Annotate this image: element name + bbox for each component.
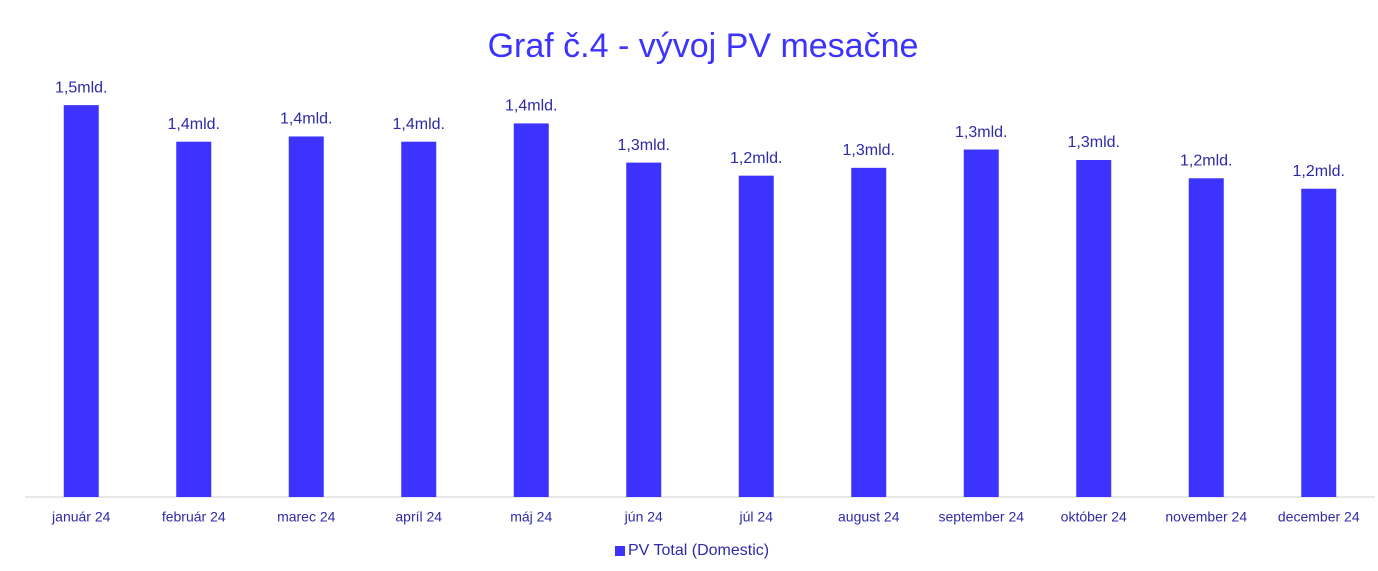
data-label: 1,3mld. [955, 124, 1007, 141]
bar [401, 141, 437, 497]
bar [513, 123, 549, 497]
chart-title: Graf č.4 - vývoj PV mesačne [488, 27, 919, 65]
bar [176, 141, 212, 497]
x-tick-label: október 24 [1061, 509, 1127, 525]
bar [63, 105, 99, 497]
data-label: 1,4mld. [168, 116, 220, 133]
bar [626, 162, 662, 497]
bar [1076, 159, 1112, 498]
x-tick-label: december 24 [1278, 509, 1360, 525]
x-tick-label: február 24 [162, 509, 226, 525]
bar [288, 136, 324, 497]
legend-swatch [615, 546, 625, 556]
data-label: 1,3mld. [843, 142, 895, 159]
data-label: 1,3mld. [1068, 134, 1120, 151]
x-tick-label: máj 24 [510, 509, 552, 525]
bar [738, 175, 774, 497]
x-tick-label: apríl 24 [395, 509, 442, 525]
x-tick-label: november 24 [1165, 509, 1247, 525]
data-label: 1,3mld. [618, 137, 670, 154]
x-tick-label: júl 24 [739, 509, 774, 525]
bar [1188, 178, 1224, 497]
bar [851, 167, 887, 497]
data-label: 1,4mld. [393, 116, 445, 133]
x-tick-label: jún 24 [624, 509, 663, 525]
x-tick-label: január 24 [51, 509, 111, 525]
bar [963, 149, 999, 497]
bar [1301, 188, 1337, 497]
data-label: 1,2mld. [730, 150, 782, 167]
data-label: 1,4mld. [505, 98, 557, 115]
x-tick-label: september 24 [938, 509, 1024, 525]
legend-label: PV Total (Domestic) [628, 542, 769, 559]
data-label: 1,4mld. [280, 111, 332, 128]
data-label: 1,5mld. [55, 79, 107, 96]
data-label: 1,2mld. [1180, 152, 1232, 169]
x-tick-label: marec 24 [277, 509, 336, 525]
x-tick-label: august 24 [838, 509, 900, 525]
data-label: 1,2mld. [1293, 163, 1345, 180]
